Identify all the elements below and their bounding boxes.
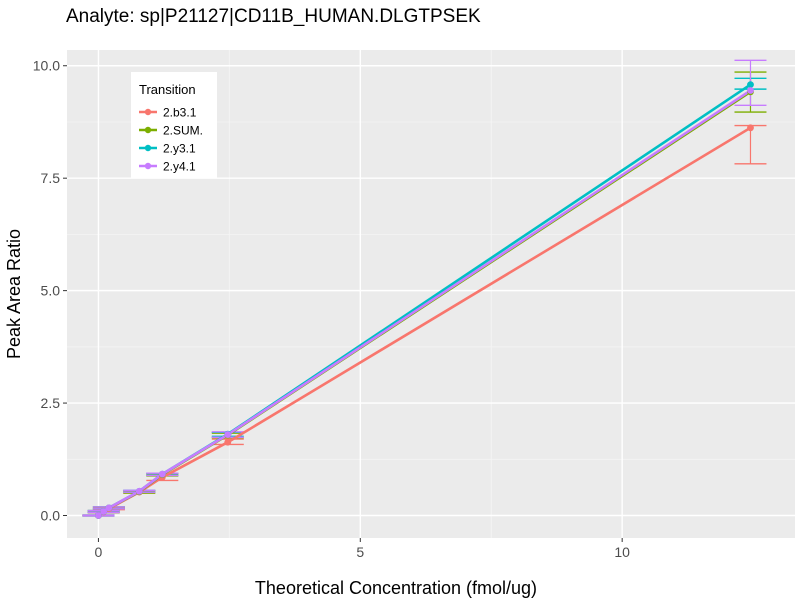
legend-items: 2.b3.1 2.SUM. 2.y3.1 2.y4.1 (139, 106, 203, 174)
data-point (95, 512, 102, 519)
x-tick-label: 10 (614, 544, 630, 560)
data-point (747, 81, 754, 89)
legend-box (131, 72, 217, 178)
y-axis-title: Peak Area Ratio (4, 229, 24, 359)
chart-title: Analyte: sp|P21127|CD11B_HUMAN.DLGTPSEK (66, 6, 481, 27)
legend-key-point (144, 162, 152, 170)
data-point (100, 508, 108, 515)
legend-key-point (144, 126, 152, 134)
y-tick-label: 2.5 (41, 395, 61, 411)
legend-label: 2.y3.1 (163, 142, 196, 156)
y-tick-label: 10.0 (33, 58, 60, 74)
y-axis-ticks: 0.0 2.5 5.0 7.5 10.0 (33, 58, 67, 524)
legend: Transition 2.b3.1 2.SUM. 2.y3.1 2.y4.1 (131, 72, 217, 178)
data-point (105, 504, 113, 512)
data-point (747, 124, 754, 132)
y-tick-label: 7.5 (41, 170, 61, 186)
legend-label: 2.b3.1 (163, 106, 197, 120)
x-tick-label: 5 (356, 544, 364, 560)
y-tick-label: 0.0 (41, 508, 61, 524)
data-point (135, 487, 143, 495)
legend-key-point (144, 144, 152, 152)
grid-major (67, 50, 795, 538)
legend-label: 2.SUM. (163, 124, 203, 138)
data-point (158, 470, 166, 478)
legend-title: Transition (139, 82, 196, 97)
legend-key-point (144, 108, 152, 116)
legend-label: 2.y4.1 (163, 160, 196, 174)
x-tick-label: 0 (95, 544, 103, 560)
data-point (224, 438, 232, 446)
data-point (747, 87, 754, 94)
x-axis-title: Theoretical Concentration (fmol/ug) (255, 578, 537, 598)
x-axis-ticks: 0 5 10 (95, 538, 630, 560)
data-point (224, 431, 232, 438)
y-tick-label: 5.0 (41, 283, 61, 299)
data-points (95, 81, 754, 519)
